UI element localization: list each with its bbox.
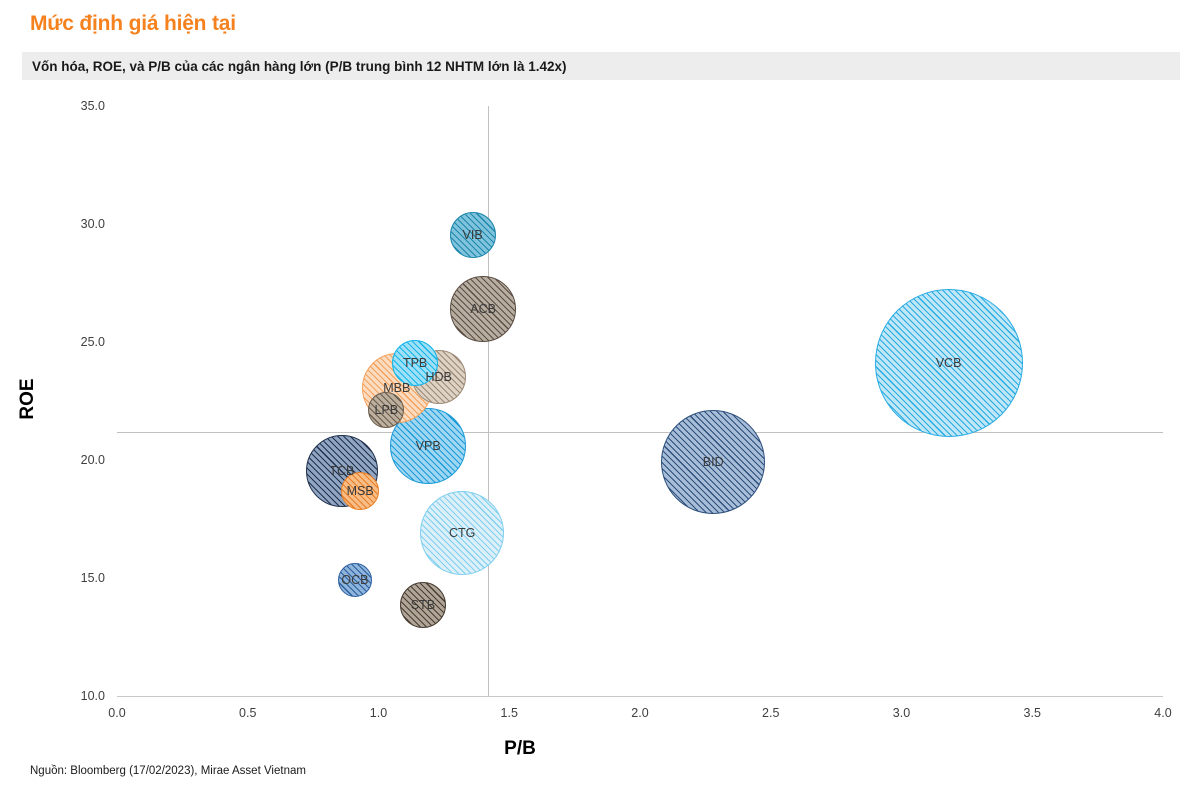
- y-tick-label: 30.0: [80, 217, 105, 231]
- y-tick-label: 10.0: [80, 689, 105, 703]
- bubble-msb[interactable]: MSB: [341, 471, 380, 510]
- y-axis-title: ROE: [17, 378, 38, 420]
- y-tick-label: 35.0: [80, 99, 105, 113]
- y-tick-label: 15.0: [80, 571, 105, 585]
- y-tick-label: 25.0: [80, 335, 105, 349]
- source-note: Nguồn: Bloomberg (17/02/2023), Mirae Ass…: [30, 765, 306, 777]
- bubble-label: TPB: [402, 356, 428, 371]
- bubble-label: STB: [410, 598, 436, 613]
- bubble-label: LPB: [374, 403, 399, 418]
- bubble-vcb[interactable]: VCB: [874, 289, 1023, 438]
- bubble-acb[interactable]: ACB: [450, 275, 517, 342]
- x-tick-label: 1.0: [369, 706, 388, 720]
- x-tick-label: 0.0: [108, 706, 126, 720]
- x-tick-label: 2.5: [762, 706, 780, 720]
- reference-line-horizontal: [117, 431, 1163, 433]
- bubble-vib[interactable]: VIB: [449, 211, 496, 258]
- bubble-label: VCB: [935, 356, 962, 371]
- x-axis-title: P/B: [504, 738, 536, 759]
- y-tick-label: 20.0: [80, 453, 105, 467]
- y-axis-ticks: 10.0 15.0 20.0 25.0 30.0 35.0: [40, 0, 105, 793]
- bubble-ocb[interactable]: OCB: [337, 563, 372, 598]
- x-tick-label: 3.0: [892, 706, 911, 720]
- bubble-label: CTG: [448, 526, 476, 541]
- bubble-label: VPB: [415, 438, 441, 453]
- bubble-label: ACB: [470, 301, 496, 316]
- bubble-label: BID: [702, 455, 724, 470]
- reference-line-vertical: [488, 106, 490, 696]
- x-tick-label: 3.5: [1023, 706, 1041, 720]
- bubble-ctg[interactable]: CTG: [420, 491, 505, 576]
- bubble-bid[interactable]: BID: [661, 410, 766, 515]
- bubble-lpb[interactable]: LPB: [368, 392, 405, 429]
- x-axis-line: [117, 696, 1163, 697]
- x-tick-label: 1.5: [500, 706, 518, 720]
- subtitle-banner: Vốn hóa, ROE, và P/B của các ngân hàng l…: [22, 52, 1180, 80]
- bubble-label: MSB: [346, 483, 374, 498]
- bubble-label: VIB: [462, 227, 483, 242]
- x-tick-label: 4.0: [1154, 706, 1172, 720]
- x-tick-label: 0.5: [239, 706, 257, 720]
- x-tick-label: 2.0: [631, 706, 649, 720]
- page-title: Mức định giá hiện tại: [30, 12, 236, 35]
- bubble-stb[interactable]: STB: [399, 582, 446, 629]
- bubble-label: OCB: [341, 573, 369, 588]
- subtitle-text: Vốn hóa, ROE, và P/B của các ngân hàng l…: [32, 58, 567, 74]
